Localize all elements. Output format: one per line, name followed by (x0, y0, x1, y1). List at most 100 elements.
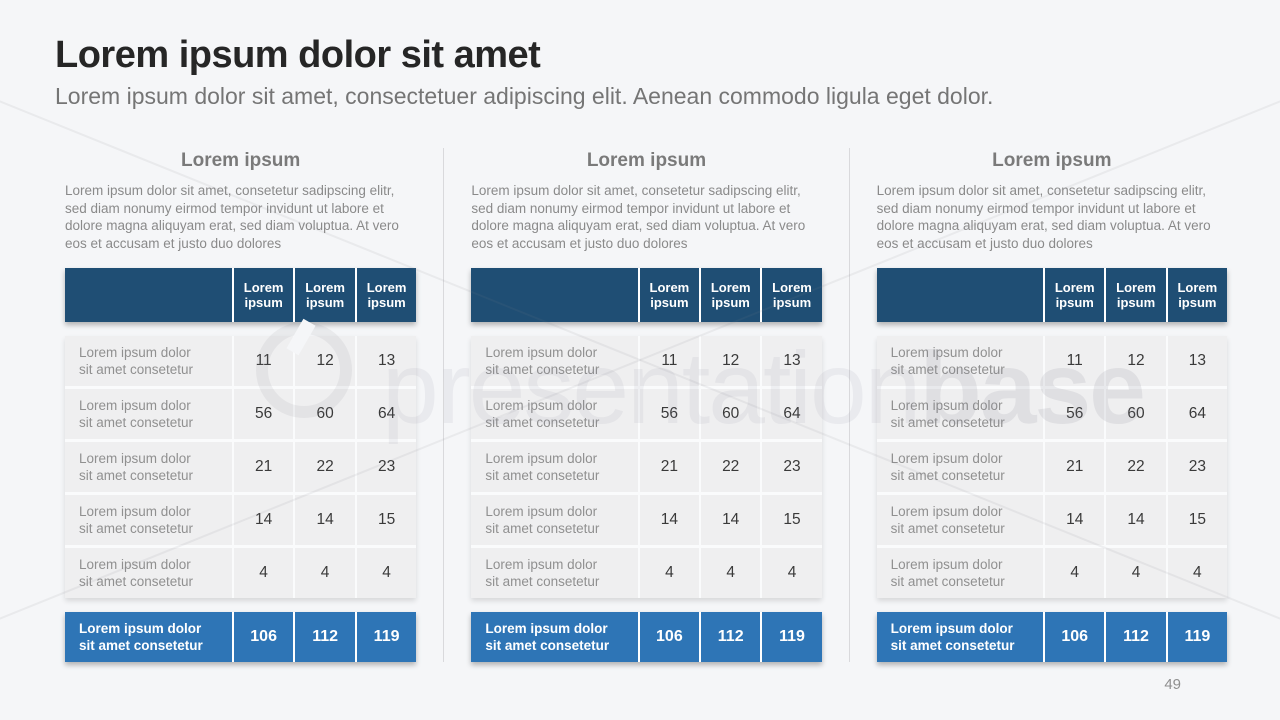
table-header-cell: Lorem ipsum (1167, 268, 1227, 323)
row-value: 13 (356, 336, 417, 387)
row-value: 4 (356, 548, 417, 599)
table-header-cell: Lorem ipsum (1106, 268, 1166, 323)
column-paragraph: Lorem ipsum dolor sit amet, consetetur s… (471, 183, 806, 251)
row-value: 14 (1045, 495, 1105, 546)
row-value: 4 (295, 548, 355, 599)
page-title: Lorem ipsum dolor sit amet (55, 34, 541, 76)
table-header-cell: Lorem ipsum (639, 268, 700, 323)
table-body: Lorem ipsum dolor sit amet consetetur 11… (876, 336, 1227, 599)
row-value: 4 (233, 548, 294, 599)
row-value: 23 (1167, 442, 1227, 493)
column-section: Lorem ipsum Lorem ipsum dolor sit amet, … (443, 148, 848, 663)
row-label: Lorem ipsum dolor sit amet consetetur (876, 495, 1044, 546)
row-label: Lorem ipsum dolor sit amet consetetur (65, 389, 232, 440)
row-label: Lorem ipsum dolor sit amet consetetur (471, 336, 638, 387)
table-total-row: Lorem ipsum dolor sit amet consetetur 10… (65, 612, 417, 663)
total-label: Lorem ipsum dolor sit amet consetetur (471, 612, 638, 663)
row-label: Lorem ipsum dolor sit amet consetetur (65, 548, 232, 599)
row-label: Lorem ipsum dolor sit amet consetetur (876, 442, 1044, 493)
row-value: 11 (639, 336, 700, 387)
table-header-cell: Lorem ipsum (762, 268, 822, 323)
page-number: 49 (1164, 676, 1181, 693)
row-label: Lorem ipsum dolor sit amet consetetur (471, 389, 638, 440)
row-label: Lorem ipsum dolor sit amet consetetur (65, 495, 232, 546)
row-value: 64 (762, 389, 822, 440)
table-body: Lorem ipsum dolor sit amet consetetur 11… (65, 336, 417, 599)
row-value: 23 (762, 442, 822, 493)
row-label: Lorem ipsum dolor sit amet consetetur (471, 442, 638, 493)
row-value: 14 (295, 495, 355, 546)
row-value: 60 (295, 389, 355, 440)
row-value: 12 (1106, 336, 1166, 387)
column-heading: Lorem ipsum (992, 150, 1112, 171)
table-header-empty-cell (65, 268, 232, 323)
table-row: Lorem ipsum dolor sit amet consetetur 4 … (876, 548, 1227, 599)
column-paragraph: Lorem ipsum dolor sit amet, consetetur s… (876, 183, 1211, 251)
total-value: 106 (233, 612, 294, 663)
data-table: Lorem ipsum Lorem ipsum Lorem ipsum Lore… (876, 268, 1227, 663)
table-row: Lorem ipsum dolor sit amet consetetur 56… (876, 389, 1227, 440)
row-value: 11 (233, 336, 294, 387)
row-label: Lorem ipsum dolor sit amet consetetur (471, 495, 638, 546)
row-value: 14 (1106, 495, 1166, 546)
row-value: 4 (762, 548, 822, 599)
row-value: 15 (762, 495, 822, 546)
row-value: 14 (639, 495, 700, 546)
table-header-row: Lorem ipsum Lorem ipsum Lorem ipsum (876, 268, 1227, 323)
row-value: 12 (701, 336, 761, 387)
table-row: Lorem ipsum dolor sit amet consetetur 14… (876, 495, 1227, 546)
row-value: 15 (1167, 495, 1227, 546)
table-row: Lorem ipsum dolor sit amet consetetur 21… (876, 442, 1227, 493)
table-header-empty-cell (471, 268, 638, 323)
table-row: Lorem ipsum dolor sit amet consetetur 11… (876, 336, 1227, 387)
row-value: 4 (701, 548, 761, 599)
table-row: Lorem ipsum dolor sit amet consetetur 11… (65, 336, 417, 387)
table-row: Lorem ipsum dolor sit amet consetetur 56… (65, 389, 417, 440)
table-header-empty-cell (876, 268, 1044, 323)
column-paragraph: Lorem ipsum dolor sit amet, consetetur s… (65, 183, 399, 251)
table-header-cell: Lorem ipsum (701, 268, 761, 323)
table-row: Lorem ipsum dolor sit amet consetetur 4 … (65, 548, 417, 599)
table-row: Lorem ipsum dolor sit amet consetetur 56… (471, 389, 822, 440)
table-header-row: Lorem ipsum Lorem ipsum Lorem ipsum (65, 268, 417, 323)
row-value: 4 (1106, 548, 1166, 599)
row-value: 22 (701, 442, 761, 493)
table-total-row: Lorem ipsum dolor sit amet consetetur 10… (471, 612, 822, 663)
total-label: Lorem ipsum dolor sit amet consetetur (876, 612, 1044, 663)
row-value: 22 (1106, 442, 1166, 493)
row-label: Lorem ipsum dolor sit amet consetetur (876, 548, 1044, 599)
row-value: 13 (1167, 336, 1227, 387)
row-value: 14 (233, 495, 294, 546)
total-value: 112 (1106, 612, 1166, 663)
row-label: Lorem ipsum dolor sit amet consetetur (65, 336, 232, 387)
table-row: Lorem ipsum dolor sit amet consetetur 4 … (471, 548, 822, 599)
row-value: 13 (762, 336, 822, 387)
page-subtitle: Lorem ipsum dolor sit amet, consectetuer… (55, 83, 994, 109)
row-value: 14 (701, 495, 761, 546)
table-header-cell: Lorem ipsum (295, 268, 355, 323)
table-row: Lorem ipsum dolor sit amet consetetur 11… (471, 336, 822, 387)
row-value: 56 (639, 389, 700, 440)
table-header-row: Lorem ipsum Lorem ipsum Lorem ipsum (471, 268, 822, 323)
row-value: 12 (295, 336, 355, 387)
column-heading: Lorem ipsum (181, 150, 301, 171)
row-value: 60 (701, 389, 761, 440)
row-label: Lorem ipsum dolor sit amet consetetur (471, 548, 638, 599)
table-row: Lorem ipsum dolor sit amet consetetur 14… (471, 495, 822, 546)
column-heading: Lorem ipsum (586, 150, 707, 171)
table-header-cell: Lorem ipsum (356, 268, 417, 323)
table-row: Lorem ipsum dolor sit amet consetetur 14… (65, 495, 417, 546)
data-table: Lorem ipsum Lorem ipsum Lorem ipsum Lore… (65, 268, 417, 663)
row-value: 21 (639, 442, 700, 493)
total-value: 119 (762, 612, 822, 663)
total-value: 112 (295, 612, 355, 663)
table-total-row: Lorem ipsum dolor sit amet consetetur 10… (876, 612, 1227, 663)
table-row: Lorem ipsum dolor sit amet consetetur 21… (65, 442, 417, 493)
row-value: 21 (1045, 442, 1105, 493)
data-table: Lorem ipsum Lorem ipsum Lorem ipsum Lore… (471, 268, 822, 663)
table-row: Lorem ipsum dolor sit amet consetetur 21… (471, 442, 822, 493)
row-value: 22 (295, 442, 355, 493)
row-value: 64 (1167, 389, 1227, 440)
total-label: Lorem ipsum dolor sit amet consetetur (65, 612, 232, 663)
